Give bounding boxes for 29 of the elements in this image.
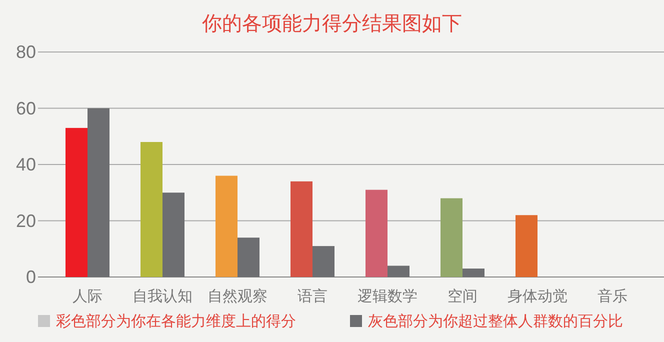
legend-label: 灰色部分为你超过整体人群数的百分比 xyxy=(368,313,623,330)
y-tick-label: 0 xyxy=(26,267,36,287)
bar xyxy=(312,246,334,277)
bar xyxy=(238,238,260,277)
bar xyxy=(388,266,410,277)
bar xyxy=(88,108,110,277)
bar xyxy=(216,176,238,277)
bar xyxy=(140,142,162,277)
bar xyxy=(440,198,462,277)
chart-title: 你的各项能力得分结果图如下 xyxy=(201,13,462,35)
x-tick-label: 身体动觉 xyxy=(508,288,568,305)
x-tick-label: 语言 xyxy=(298,288,328,305)
text: 彩色部分为你在各能力维度上的得分 xyxy=(56,313,296,330)
bar xyxy=(162,192,184,277)
x-tick-label: 空间 xyxy=(448,288,478,305)
y-tick-label: 40 xyxy=(16,154,36,174)
x-tick-label: 自然观察 xyxy=(208,288,268,305)
y-tick-label: 20 xyxy=(16,210,36,231)
x-tick-label: 自我认知 xyxy=(132,288,192,305)
x-tick-label: 逻辑数学 xyxy=(358,288,418,305)
bar xyxy=(516,215,538,277)
bar xyxy=(366,190,388,277)
x-tick-label: 人际 xyxy=(72,288,102,305)
y-tick-label: 60 xyxy=(16,98,36,118)
bar xyxy=(462,268,484,277)
y-tick-label: 80 xyxy=(16,42,36,62)
bar xyxy=(290,181,312,277)
x-tick-label: 音乐 xyxy=(598,288,628,305)
bar xyxy=(66,128,88,277)
